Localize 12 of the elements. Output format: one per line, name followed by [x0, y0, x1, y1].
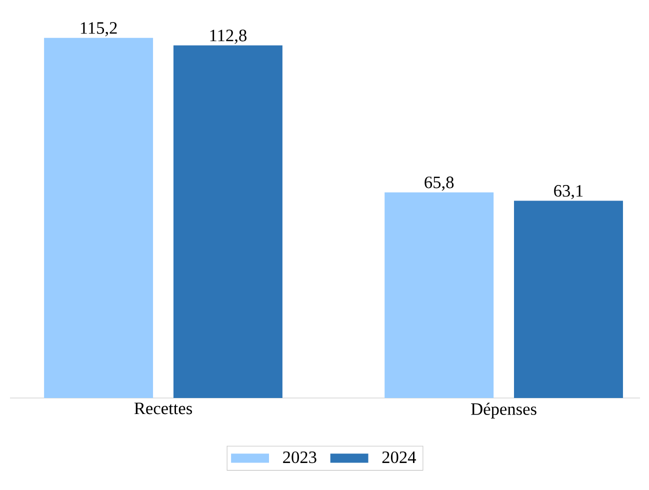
bar	[44, 38, 154, 398]
data-label: 112,8	[210, 30, 246, 44]
data-label: 63,1	[554, 185, 583, 200]
x-tick-label: Recettes	[134, 402, 192, 414]
data-label: 65,8	[424, 176, 454, 191]
bar	[173, 45, 282, 398]
bar	[514, 200, 623, 398]
legend-label: 2024	[382, 451, 416, 464]
bar	[384, 192, 494, 398]
x-tick-label: Dépenses	[471, 402, 536, 418]
legend-label: 2023	[283, 451, 316, 464]
data-label: 115,2	[80, 22, 117, 36]
